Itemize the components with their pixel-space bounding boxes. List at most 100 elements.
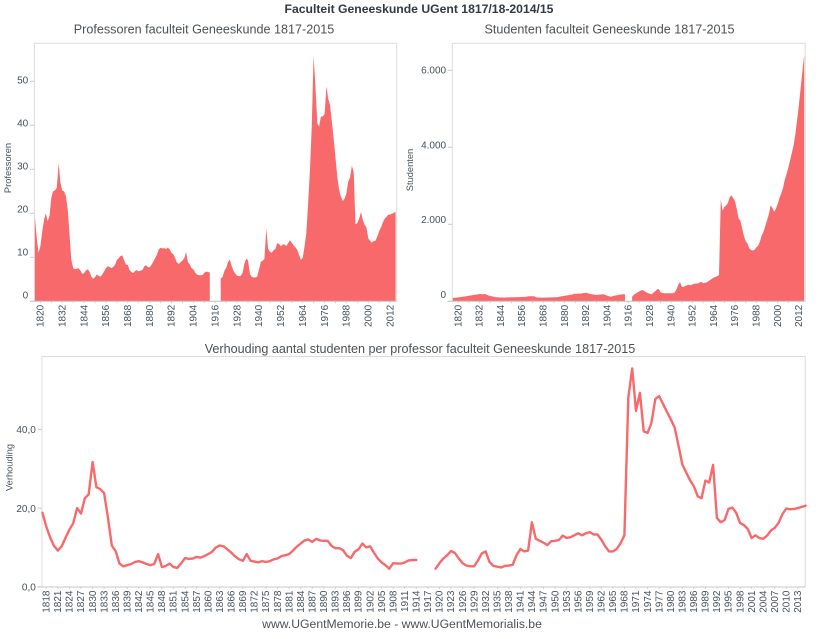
svg-text:1836: 1836: [111, 590, 122, 613]
svg-text:1868: 1868: [123, 304, 134, 327]
svg-text:30: 30: [17, 162, 29, 173]
svg-text:20,0: 20,0: [16, 504, 36, 515]
svg-text:1820: 1820: [453, 304, 464, 327]
svg-text:1964: 1964: [709, 304, 720, 327]
svg-text:1868: 1868: [539, 304, 550, 327]
svg-text:1899: 1899: [354, 590, 365, 613]
svg-text:2001: 2001: [747, 590, 758, 613]
svg-text:1896: 1896: [342, 590, 353, 613]
svg-text:1916: 1916: [210, 304, 221, 327]
svg-text:1932: 1932: [481, 590, 492, 613]
svg-text:1869: 1869: [238, 590, 249, 613]
svg-text:1832: 1832: [475, 304, 486, 327]
svg-text:1944: 1944: [527, 590, 538, 613]
svg-text:1893: 1893: [331, 590, 342, 613]
svg-text:1878: 1878: [273, 590, 284, 613]
svg-text:1892: 1892: [167, 304, 178, 327]
svg-text:1842: 1842: [134, 590, 145, 613]
svg-text:1914: 1914: [412, 590, 423, 613]
svg-text:Faculteit Geneeskunde UGent 18: Faculteit Geneeskunde UGent 1817/18-2014…: [285, 2, 554, 16]
svg-text:2004: 2004: [758, 590, 769, 613]
svg-text:1844: 1844: [496, 304, 507, 327]
svg-text:1971: 1971: [631, 590, 642, 613]
svg-text:0: 0: [23, 291, 29, 302]
svg-text:Verhouding: Verhouding: [5, 444, 15, 491]
svg-text:1905: 1905: [377, 590, 388, 613]
svg-text:2010: 2010: [782, 590, 793, 613]
svg-text:1857: 1857: [192, 590, 203, 613]
svg-text:1926: 1926: [458, 590, 469, 613]
svg-text:1929: 1929: [469, 590, 480, 613]
svg-text:1941: 1941: [516, 590, 527, 613]
svg-text:1830: 1830: [88, 590, 99, 613]
svg-text:1976: 1976: [730, 304, 741, 327]
svg-text:1965: 1965: [608, 590, 619, 613]
svg-text:1880: 1880: [145, 304, 156, 327]
svg-text:1908: 1908: [388, 590, 399, 613]
svg-text:Professoren: Professoren: [3, 143, 13, 193]
svg-text:2012: 2012: [385, 304, 396, 327]
svg-text:1917: 1917: [423, 590, 434, 613]
svg-text:0: 0: [441, 290, 447, 301]
svg-text:www.UGentMemorie.be - www.UGen: www.UGentMemorie.be - www.UGentMemoriali…: [261, 617, 542, 631]
svg-text:1998: 1998: [735, 590, 746, 613]
svg-text:1962: 1962: [597, 590, 608, 613]
svg-text:1904: 1904: [189, 304, 200, 327]
svg-text:1851: 1851: [169, 590, 180, 613]
svg-text:1875: 1875: [261, 590, 272, 613]
svg-text:1935: 1935: [493, 590, 504, 613]
svg-text:1845: 1845: [146, 590, 157, 613]
svg-text:2012: 2012: [794, 304, 805, 327]
svg-text:20: 20: [17, 205, 29, 216]
svg-text:1988: 1988: [752, 304, 763, 327]
svg-text:1890: 1890: [319, 590, 330, 613]
svg-text:1923: 1923: [446, 590, 457, 613]
svg-text:1995: 1995: [724, 590, 735, 613]
svg-text:40: 40: [17, 119, 29, 130]
svg-text:1818: 1818: [42, 590, 53, 613]
svg-text:1952: 1952: [688, 304, 699, 327]
svg-text:1980: 1980: [666, 590, 677, 613]
svg-text:2000: 2000: [364, 304, 375, 327]
svg-text:1952: 1952: [276, 304, 287, 327]
svg-text:1974: 1974: [643, 590, 654, 613]
svg-text:1956: 1956: [573, 590, 584, 613]
svg-text:1928: 1928: [645, 304, 656, 327]
svg-text:1820: 1820: [36, 304, 47, 327]
svg-text:1863: 1863: [215, 590, 226, 613]
svg-text:1916: 1916: [624, 304, 635, 327]
svg-text:1902: 1902: [365, 590, 376, 613]
svg-text:1892: 1892: [581, 304, 592, 327]
svg-text:1928: 1928: [232, 304, 243, 327]
svg-text:6.000: 6.000: [421, 66, 446, 77]
svg-text:1947: 1947: [539, 590, 550, 613]
svg-text:2.000: 2.000: [421, 215, 446, 226]
svg-text:1844: 1844: [79, 304, 90, 327]
svg-text:50: 50: [17, 76, 29, 87]
svg-text:1950: 1950: [550, 590, 561, 613]
svg-text:1824: 1824: [65, 590, 76, 613]
svg-text:1827: 1827: [76, 590, 87, 613]
svg-text:1856: 1856: [517, 304, 528, 327]
svg-text:Verhouding aantal studenten pe: Verhouding aantal studenten per professo…: [205, 342, 636, 356]
svg-text:0,0: 0,0: [22, 582, 36, 593]
svg-text:1938: 1938: [504, 590, 515, 613]
svg-text:1976: 1976: [320, 304, 331, 327]
svg-text:1832: 1832: [57, 304, 68, 327]
svg-text:Studenten: Studenten: [405, 149, 415, 191]
svg-text:1854: 1854: [180, 590, 191, 613]
svg-text:1860: 1860: [203, 590, 214, 613]
svg-text:Studenten faculteit Geneeskund: Studenten faculteit Geneeskunde 1817-201…: [485, 23, 735, 37]
svg-text:1839: 1839: [122, 590, 133, 613]
svg-text:1911: 1911: [400, 590, 411, 612]
svg-text:1833: 1833: [99, 590, 110, 613]
svg-text:1977: 1977: [654, 590, 665, 613]
svg-text:1872: 1872: [250, 590, 261, 613]
svg-text:1881: 1881: [284, 590, 295, 613]
svg-text:1989: 1989: [701, 590, 712, 613]
svg-text:1953: 1953: [562, 590, 573, 613]
svg-text:1992: 1992: [712, 590, 723, 613]
svg-text:1848: 1848: [157, 590, 168, 613]
svg-text:Professoren faculteit Geneesku: Professoren faculteit Geneeskunde 1817-2…: [74, 23, 334, 37]
svg-text:1983: 1983: [678, 590, 689, 613]
